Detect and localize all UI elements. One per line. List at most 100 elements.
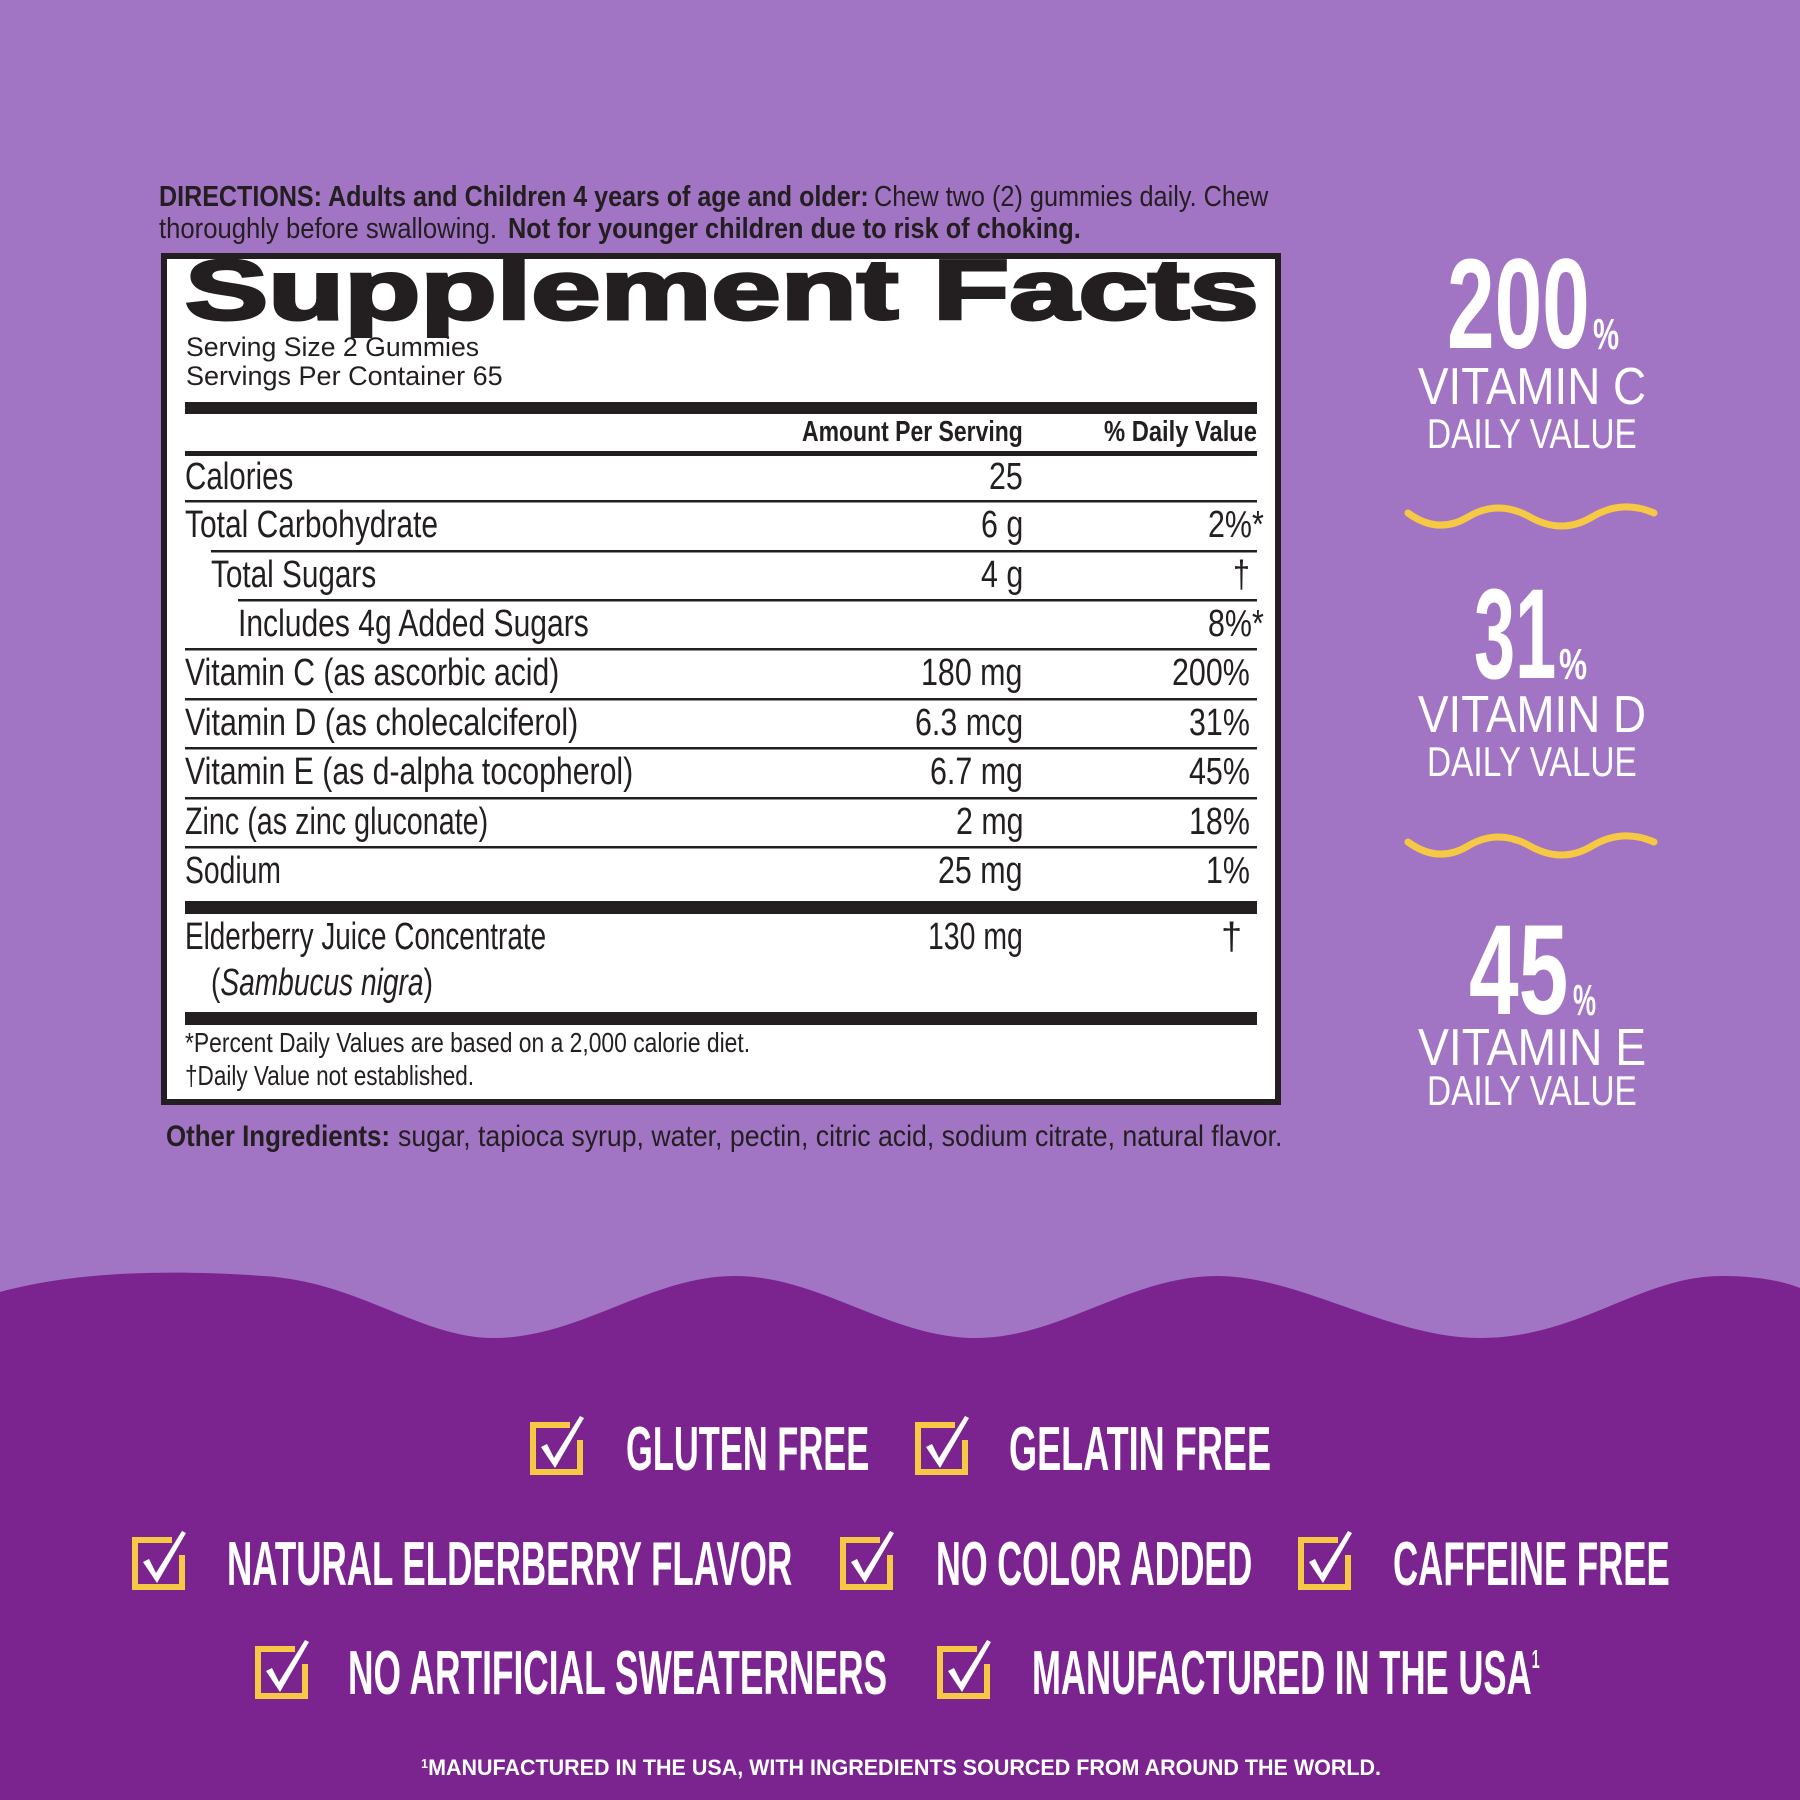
nutrient-daily-value: 2%* [1208,503,1264,546]
claim-label: NO ARTIFICIAL SWEATERNERS [348,1639,888,1709]
highlight-caption: DAILY VALUE [1427,409,1637,457]
claim-text: MANUFACTURED IN THE USA1 [1032,1643,1540,1712]
claim-superscript: 1 [1531,1644,1540,1675]
highlight-caption: DAILY VALUE [1427,737,1637,785]
nutrient-name: Vitamin E (as d-alpha tocopherol) [185,750,634,793]
nutrient-amount: 2 mg [955,800,1024,843]
serving-size: Serving Size 2 Gummies [186,332,480,363]
nutrient-name: Vitamin D (as cholecalciferol) [185,701,579,744]
claim-label: GELATIN FREE [1009,1415,1272,1485]
servings-per-container: Servings Per Container 65 [186,361,503,392]
nutrient-name: Includes 4g Added Sugars [238,602,589,645]
thick-divider [185,402,1257,414]
dv-footnote: *Percent Daily Values are based on a 2,0… [185,1027,751,1059]
directions-text: Chew two (2) gummies daily. Chew [874,180,1269,213]
nutrient-daily-value: 31% [1189,701,1251,744]
row-divider [185,846,1257,849]
directions-text-2: thoroughly before swallowing. [159,212,498,245]
nutrient-daily-value: 200% [1172,651,1251,694]
claim-label: NATURAL ELDERBERRY FLAVOR [227,1530,793,1600]
checkbox-checked-icon [530,1416,584,1475]
thick-divider [185,901,1257,914]
claim-text: NATURAL ELDERBERRY FLAVOR [227,1534,792,1596]
nutrient-daily-value: 1% [1206,849,1250,892]
highlight-unit: % [1559,640,1588,690]
facts-title: Supplement Facts [183,243,1261,338]
elderberry-name: Elderberry Juice Concentrate [185,915,547,958]
nutrient-amount: 180 mg [921,651,1023,694]
highlight-value: 200 [1447,233,1590,377]
highlight-value: 45 [1469,899,1569,1043]
highlight-nutrient: VITAMIN C [1418,357,1647,416]
row-divider [185,500,1257,503]
highlight-nutrient: VITAMIN E [1418,1018,1647,1077]
nutrient-name: Vitamin C (as ascorbic acid) [185,651,560,694]
latin-name: Sambucus nigra [220,961,424,1004]
claim-label: GLUTEN FREE [626,1415,870,1485]
nutrient-amount: 25 [989,455,1024,498]
row-divider [185,648,1257,651]
nutrient-name: Calories [185,455,294,498]
header-divider [185,451,1257,456]
footnote-text: MANUFACTURED IN THE USA, WITH INGREDIENT… [428,1755,1381,1781]
directions-lead: DIRECTIONS: Adults and Children 4 years … [159,180,869,213]
paren-open: ( [211,961,221,1004]
claim-text: GLUTEN FREE [626,1419,869,1481]
directions-warning: Not for younger children due to risk of … [508,212,1081,245]
footnote-mark: 1 [421,1756,429,1772]
bottom-wave-band [0,1272,1800,1800]
claim-label: NO COLOR ADDED [936,1530,1253,1600]
checkbox-checked-icon [915,1416,969,1475]
highlight-nutrient: VITAMIN D [1418,685,1647,744]
nutrient-name: Total Carbohydrate [185,503,439,546]
nutrient-daily-value: 45% [1189,750,1251,793]
nutrient-amount: 6 g [980,503,1023,546]
row-divider [185,698,1257,701]
nutrient-amount: 6.7 mg [930,750,1024,793]
claim-text: GELATIN FREE [1009,1419,1271,1481]
claim-text: NO ARTIFICIAL SWEATERNERS [348,1643,887,1705]
checkbox-checked-icon [132,1531,186,1590]
paren-close: ) [423,961,433,1004]
other-ingredients-text: sugar, tapioca syrup, water, pectin, cit… [398,1119,1283,1153]
nutrient-daily-value: 18% [1189,800,1251,843]
nutrient-daily-value: 8%* [1208,602,1264,645]
highlight-value: 31 [1474,563,1557,707]
checkbox-checked-icon [255,1640,309,1699]
nutrient-amount: 25 mg [938,849,1023,892]
nutrient-amount: 6.3 mcg [915,701,1024,744]
row-divider [211,550,1257,553]
highlight-caption: DAILY VALUE [1427,1066,1637,1114]
column-header-daily-value: % Daily Value [1104,415,1257,448]
claims-icons [132,1416,1352,1699]
highlight-unit: % [1573,976,1597,1026]
elderberry-latin: (Sambucus nigra) [211,964,433,1002]
claim-text: CAFFEINE FREE [1393,1534,1670,1596]
row-divider [238,599,1257,602]
bottom-footnote: 1MANUFACTURED IN THE USA, WITH INGREDIEN… [421,1756,1381,1781]
column-header-amount: Amount Per Serving [802,415,1023,448]
facts-box [161,253,1281,1105]
nutrient-name: Total Sugars [211,553,377,596]
row-divider [185,797,1257,800]
elderberry-dv: † [1221,915,1243,958]
checkbox-checked-icon [840,1531,894,1590]
elderberry-amount: 130 mg [928,915,1023,958]
claim-label: CAFFEINE FREE [1393,1530,1670,1600]
dagger-footnote: †Daily Value not established. [185,1060,475,1092]
nutrient-daily-value: † [1233,553,1251,596]
checkbox-checked-icon [937,1640,991,1699]
supplement-facts-label [161,253,1281,1105]
nutrient-amount: 4 g [980,553,1023,596]
claim-label: MANUFACTURED IN THE USA [1032,1639,1532,1709]
thick-divider [185,1012,1257,1025]
wavy-divider-icon [1404,832,1658,859]
highlight-unit: % [1593,310,1620,360]
row-divider [185,747,1257,750]
checkbox-checked-icon [1298,1531,1352,1590]
wavy-divider-icon [1404,503,1658,530]
nutrient-name: Sodium [185,849,281,892]
